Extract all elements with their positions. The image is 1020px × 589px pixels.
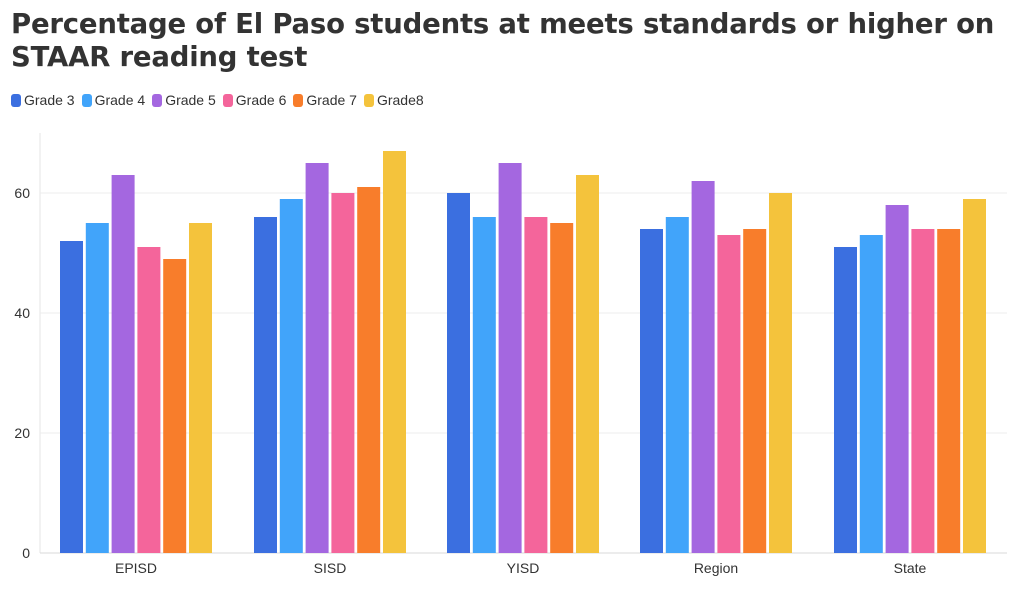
chart-title: Percentage of El Paso students at meets … xyxy=(11,8,995,73)
bar xyxy=(111,175,135,553)
bar xyxy=(665,217,689,553)
x-tick-label: YISD xyxy=(507,560,540,576)
legend-label: Grade8 xyxy=(376,92,424,108)
legend-label: Grade 6 xyxy=(235,92,287,108)
legend-item[interactable]: Grade 5 xyxy=(152,92,216,108)
bar xyxy=(963,199,986,553)
bar xyxy=(331,193,355,553)
bar xyxy=(254,217,277,553)
legend-label: Grade 5 xyxy=(165,92,216,108)
legend-swatch xyxy=(293,93,304,107)
bar xyxy=(550,223,574,553)
bar xyxy=(717,235,741,553)
bar xyxy=(447,193,470,553)
legend-item[interactable]: Grade 4 xyxy=(81,92,146,108)
bar xyxy=(85,223,109,553)
bar xyxy=(524,217,548,553)
x-tick-label: Region xyxy=(694,560,738,576)
y-tick-label: 20 xyxy=(14,425,30,441)
legend-swatch xyxy=(11,93,21,107)
legend-label: Grade 3 xyxy=(24,92,75,108)
y-tick-label: 0 xyxy=(22,545,30,561)
legend-swatch xyxy=(363,93,374,107)
legend-label: Grade 7 xyxy=(306,92,357,108)
y-tick-label: 40 xyxy=(14,305,30,321)
x-tick-label: SISD xyxy=(314,560,347,576)
bar xyxy=(498,163,522,553)
bar xyxy=(640,229,663,553)
legend-item[interactable]: Grade 7 xyxy=(293,92,357,108)
bar xyxy=(163,259,187,553)
legend-item[interactable]: Grade8 xyxy=(363,92,424,108)
bar xyxy=(357,187,381,553)
bar xyxy=(137,247,161,553)
bar xyxy=(691,181,715,553)
legend: Grade 3 Grade 4 Grade 5 Grade 6 Grade 7 Grade… xyxy=(11,92,431,108)
bar xyxy=(834,247,857,553)
bar xyxy=(279,199,303,553)
bar xyxy=(60,241,83,553)
bar xyxy=(769,193,792,553)
bar xyxy=(472,217,496,553)
x-tick-label: State xyxy=(894,560,927,576)
bar xyxy=(885,205,909,553)
y-tick-label: 60 xyxy=(14,185,30,201)
legend-swatch xyxy=(222,93,233,107)
bar xyxy=(383,151,406,553)
bar xyxy=(189,223,212,553)
legend-label: Grade 4 xyxy=(94,92,146,108)
bar xyxy=(859,235,883,553)
bar xyxy=(576,175,599,553)
bar xyxy=(937,229,961,553)
x-tick-label: EPISD xyxy=(115,560,157,576)
legend-item[interactable]: Grade 6 xyxy=(222,92,287,108)
legend-swatch xyxy=(81,93,92,107)
legend-swatch xyxy=(152,93,163,107)
bar xyxy=(743,229,767,553)
bar xyxy=(305,163,329,553)
bar xyxy=(911,229,935,553)
legend-item[interactable]: Grade 3 xyxy=(11,92,75,108)
